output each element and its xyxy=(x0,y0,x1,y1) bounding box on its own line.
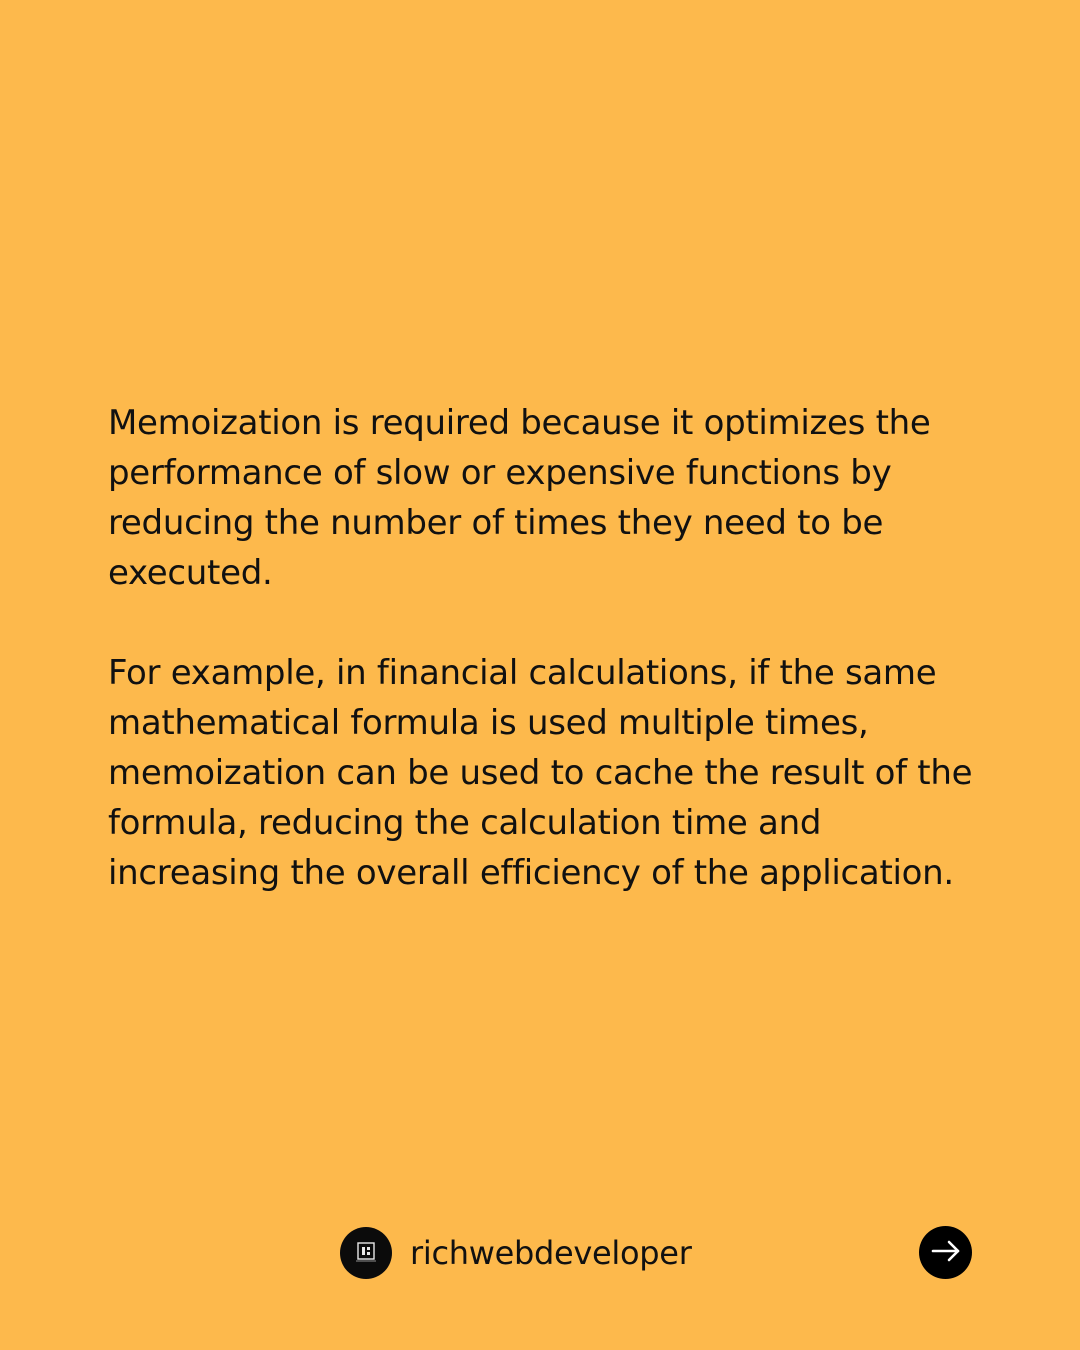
logo-icon xyxy=(353,1238,379,1268)
paragraph-intro: Memoization is required because it optim… xyxy=(108,403,931,593)
arrow-right-icon xyxy=(930,1239,962,1267)
paragraph-example: For example, in financial calculations, … xyxy=(108,653,973,893)
footer: richwebdeveloper xyxy=(0,1226,1080,1280)
avatar xyxy=(340,1227,392,1279)
next-button[interactable] xyxy=(919,1226,972,1279)
brand[interactable]: richwebdeveloper xyxy=(340,1226,692,1280)
post-body: Memoization is required because it optim… xyxy=(108,398,988,898)
account-handle[interactable]: richwebdeveloper xyxy=(410,1234,692,1272)
